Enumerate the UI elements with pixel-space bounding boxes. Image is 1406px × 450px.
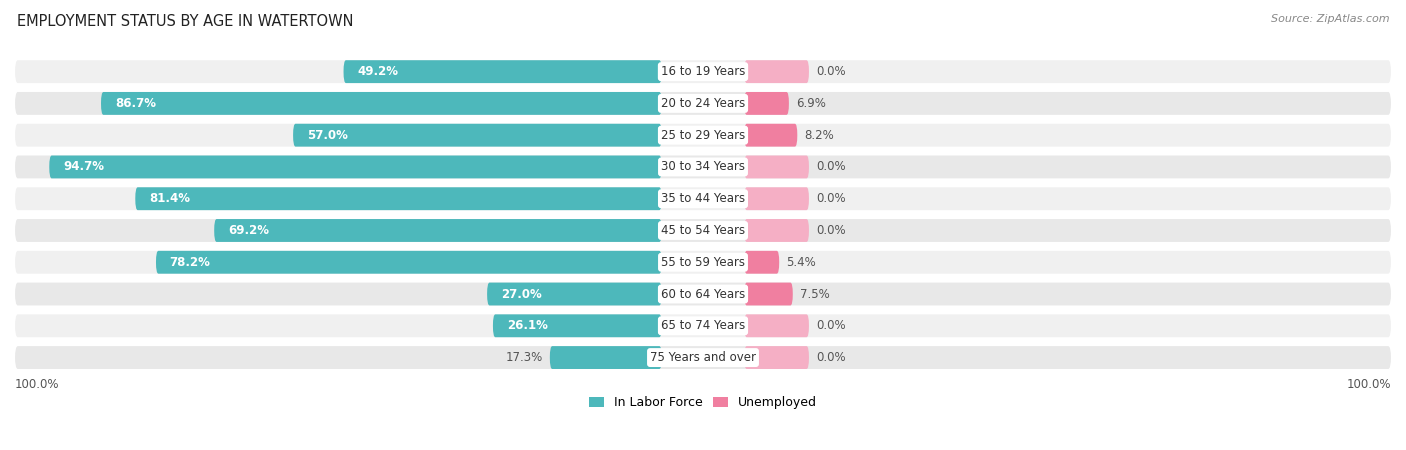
Text: 17.3%: 17.3%	[506, 351, 543, 364]
Text: 20 to 24 Years: 20 to 24 Years	[661, 97, 745, 110]
Text: 55 to 59 Years: 55 to 59 Years	[661, 256, 745, 269]
Text: 78.2%: 78.2%	[170, 256, 211, 269]
Text: 94.7%: 94.7%	[63, 161, 104, 173]
FancyBboxPatch shape	[15, 92, 1391, 115]
FancyBboxPatch shape	[343, 60, 662, 83]
Text: 60 to 64 Years: 60 to 64 Years	[661, 288, 745, 301]
FancyBboxPatch shape	[15, 251, 1391, 274]
FancyBboxPatch shape	[744, 187, 808, 210]
FancyBboxPatch shape	[15, 346, 1391, 369]
Text: 65 to 74 Years: 65 to 74 Years	[661, 320, 745, 332]
Text: 0.0%: 0.0%	[815, 161, 845, 173]
Text: 75 Years and over: 75 Years and over	[650, 351, 756, 364]
FancyBboxPatch shape	[15, 187, 1391, 210]
FancyBboxPatch shape	[15, 283, 1391, 306]
Text: 69.2%: 69.2%	[228, 224, 269, 237]
FancyBboxPatch shape	[494, 315, 662, 337]
FancyBboxPatch shape	[15, 315, 1391, 337]
Text: 86.7%: 86.7%	[115, 97, 156, 110]
Text: 16 to 19 Years: 16 to 19 Years	[661, 65, 745, 78]
FancyBboxPatch shape	[15, 156, 1391, 178]
Text: 25 to 29 Years: 25 to 29 Years	[661, 129, 745, 142]
FancyBboxPatch shape	[135, 187, 662, 210]
FancyBboxPatch shape	[101, 92, 662, 115]
Text: Source: ZipAtlas.com: Source: ZipAtlas.com	[1271, 14, 1389, 23]
FancyBboxPatch shape	[744, 346, 808, 369]
Text: 100.0%: 100.0%	[1347, 378, 1391, 391]
Text: 100.0%: 100.0%	[15, 378, 59, 391]
FancyBboxPatch shape	[292, 124, 662, 147]
Text: 26.1%: 26.1%	[506, 320, 547, 332]
Text: 35 to 44 Years: 35 to 44 Years	[661, 192, 745, 205]
Text: 57.0%: 57.0%	[307, 129, 347, 142]
Text: 49.2%: 49.2%	[357, 65, 398, 78]
Legend: In Labor Force, Unemployed: In Labor Force, Unemployed	[583, 392, 823, 414]
FancyBboxPatch shape	[156, 251, 662, 274]
FancyBboxPatch shape	[15, 60, 1391, 83]
Text: 0.0%: 0.0%	[815, 320, 845, 332]
FancyBboxPatch shape	[744, 219, 808, 242]
Text: 0.0%: 0.0%	[815, 224, 845, 237]
FancyBboxPatch shape	[550, 346, 662, 369]
Text: 81.4%: 81.4%	[149, 192, 190, 205]
Text: 6.9%: 6.9%	[796, 97, 825, 110]
FancyBboxPatch shape	[744, 156, 808, 178]
Text: EMPLOYMENT STATUS BY AGE IN WATERTOWN: EMPLOYMENT STATUS BY AGE IN WATERTOWN	[17, 14, 353, 28]
FancyBboxPatch shape	[15, 219, 1391, 242]
FancyBboxPatch shape	[744, 92, 789, 115]
Text: 8.2%: 8.2%	[804, 129, 834, 142]
FancyBboxPatch shape	[15, 124, 1391, 147]
FancyBboxPatch shape	[214, 219, 662, 242]
FancyBboxPatch shape	[744, 251, 779, 274]
Text: 5.4%: 5.4%	[786, 256, 815, 269]
Text: 7.5%: 7.5%	[800, 288, 830, 301]
Text: 27.0%: 27.0%	[501, 288, 541, 301]
Text: 0.0%: 0.0%	[815, 351, 845, 364]
FancyBboxPatch shape	[744, 283, 793, 306]
Text: 0.0%: 0.0%	[815, 192, 845, 205]
Text: 45 to 54 Years: 45 to 54 Years	[661, 224, 745, 237]
FancyBboxPatch shape	[744, 60, 808, 83]
FancyBboxPatch shape	[744, 315, 808, 337]
Text: 30 to 34 Years: 30 to 34 Years	[661, 161, 745, 173]
FancyBboxPatch shape	[486, 283, 662, 306]
Text: 0.0%: 0.0%	[815, 65, 845, 78]
FancyBboxPatch shape	[49, 156, 662, 178]
FancyBboxPatch shape	[744, 124, 797, 147]
